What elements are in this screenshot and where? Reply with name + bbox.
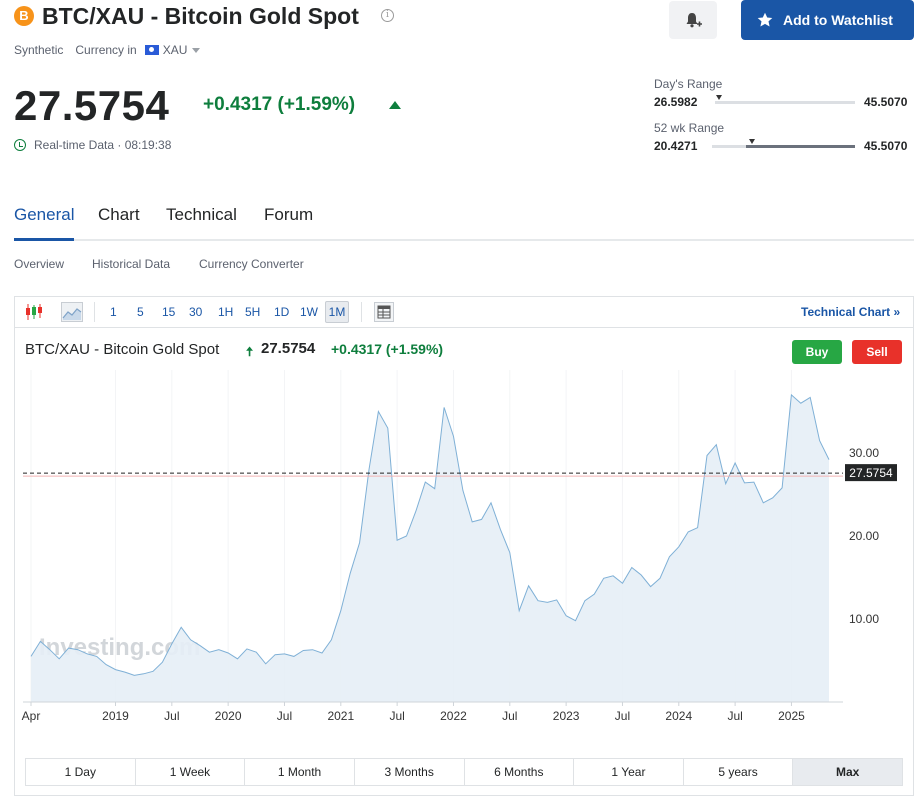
days-range-bar — [715, 95, 855, 104]
interval-5[interactable]: 5 — [137, 305, 144, 319]
period-1-year[interactable]: 1 Year — [574, 759, 684, 785]
y-tick-label: 10.00 — [849, 612, 879, 626]
period-5-years[interactable]: 5 years — [684, 759, 794, 785]
period-selector: 1 Day 1 Week 1 Month 3 Months 6 Months 1… — [25, 758, 903, 786]
y-tick-label: 30.00 — [849, 446, 879, 460]
52wk-range-low: 20.4271 — [654, 139, 698, 153]
sell-button[interactable]: Sell — [852, 340, 902, 364]
tab-divider — [14, 239, 914, 241]
interval-1d[interactable]: 1D — [274, 305, 290, 319]
52wk-range-label: 52 wk Range — [654, 121, 725, 135]
interval-1h[interactable]: 1H — [218, 305, 234, 319]
interval-1m[interactable]: 1M — [325, 301, 349, 323]
x-tick-label: 2025 — [778, 709, 805, 723]
x-tick-label: Jul — [727, 709, 742, 723]
candlestick-icon[interactable] — [24, 302, 44, 327]
x-tick-label: 2020 — [215, 709, 242, 723]
x-tick-label: Jul — [389, 709, 404, 723]
x-tick-label: Apr — [22, 709, 41, 723]
currency-selector[interactable]: XAU — [162, 43, 188, 57]
subtab-historical-data[interactable]: Historical Data — [92, 257, 171, 271]
x-tick-label: 2019 — [102, 709, 129, 723]
interval-1w[interactable]: 1W — [300, 305, 318, 319]
price-line — [30, 393, 830, 676]
52wk-range-fill — [746, 145, 855, 148]
realtime-text: Real-time Data · 08:19:38 — [34, 138, 172, 152]
chart-last-price: 27.5754 — [261, 340, 316, 357]
tab-general[interactable]: General — [14, 205, 75, 224]
add-to-watchlist-label: Add to Watchlist — [783, 12, 893, 28]
days-range-low: 26.5982 — [654, 95, 698, 109]
tab-active-underline — [14, 238, 74, 241]
realtime-indicator: Real-time Data · 08:19:38 — [14, 138, 171, 152]
clock-icon — [14, 139, 26, 151]
subtab-currency-converter[interactable]: Currency Converter — [199, 257, 304, 271]
xau-flag-icon — [144, 45, 159, 55]
info-icon[interactable]: i — [381, 9, 394, 22]
x-tick-label: 2024 — [665, 709, 692, 723]
add-to-watchlist-button[interactable]: Add to Watchlist — [741, 0, 914, 40]
currency-label: Currency in — [75, 43, 137, 57]
interval-5h[interactable]: 5H — [245, 305, 261, 319]
up-arrow-icon — [389, 101, 401, 109]
x-tick-label: Jul — [164, 709, 179, 723]
technical-chart-link[interactable]: Technical Chart » — [801, 305, 901, 319]
days-range-label: Day's Range — [654, 77, 723, 91]
days-range-high: 45.5070 — [864, 95, 908, 109]
52wk-range-high: 45.5070 — [864, 139, 908, 153]
subtab-overview[interactable]: Overview — [14, 257, 65, 271]
x-tick-label: 2022 — [440, 709, 467, 723]
tab-forum[interactable]: Forum — [264, 205, 314, 224]
y-tick-label: 20.00 — [849, 529, 879, 543]
star-icon — [757, 12, 773, 27]
tab-chart[interactable]: Chart — [98, 205, 140, 224]
x-tick-label: Jul — [615, 709, 630, 723]
period-6-months[interactable]: 6 Months — [465, 759, 575, 785]
interval-30[interactable]: 30 — [189, 305, 203, 319]
period-max[interactable]: Max — [793, 759, 902, 785]
toolbar-separator — [94, 302, 95, 322]
toolbar-separator — [361, 302, 362, 322]
area-chart-icon[interactable] — [61, 302, 83, 322]
52wk-range-bar — [712, 139, 855, 148]
x-tick-label: 2023 — [553, 709, 580, 723]
bitcoin-logo-icon: B — [14, 6, 34, 26]
interval-1[interactable]: 1 — [110, 305, 117, 319]
data-table-icon[interactable] — [374, 302, 394, 322]
last-price-tag-label: 27.5754 — [849, 466, 893, 480]
period-1-day[interactable]: 1 Day — [26, 759, 136, 785]
period-1-week[interactable]: 1 Week — [136, 759, 246, 785]
interval-15[interactable]: 15 — [162, 305, 176, 319]
last-price-tag — [845, 464, 897, 482]
chart-panel — [14, 296, 914, 796]
toolbar-divider — [15, 327, 913, 328]
last-price: 27.5754 — [14, 82, 170, 129]
page-title: BTC/XAU - Bitcoin Gold Spot — [42, 3, 359, 29]
chart-price-change: +0.4317 (+1.59%) — [331, 341, 444, 357]
price-alert-button[interactable] — [669, 1, 717, 39]
x-tick-label: 2021 — [327, 709, 354, 723]
tab-technical[interactable]: Technical — [166, 205, 237, 224]
price-area — [31, 394, 829, 702]
period-3-months[interactable]: 3 Months — [355, 759, 465, 785]
days-range-marker — [715, 95, 722, 100]
instrument-meta: Synthetic Currency in XAU — [14, 43, 201, 57]
bell-plus-icon — [686, 13, 702, 28]
chart-instrument-name: BTC/XAU - Bitcoin Gold Spot — [25, 341, 220, 358]
period-1-month[interactable]: 1 Month — [245, 759, 355, 785]
instrument-type: Synthetic — [14, 43, 64, 57]
52wk-range-marker — [748, 139, 755, 144]
price-change: +0.4317 (+1.59%) — [203, 94, 356, 115]
chevron-down-icon[interactable] — [192, 47, 201, 53]
up-arrow-icon: 🠅 — [246, 344, 254, 359]
buy-button[interactable]: Buy — [792, 340, 842, 364]
x-tick-label: Jul — [502, 709, 517, 723]
x-tick-label: Jul — [277, 709, 292, 723]
